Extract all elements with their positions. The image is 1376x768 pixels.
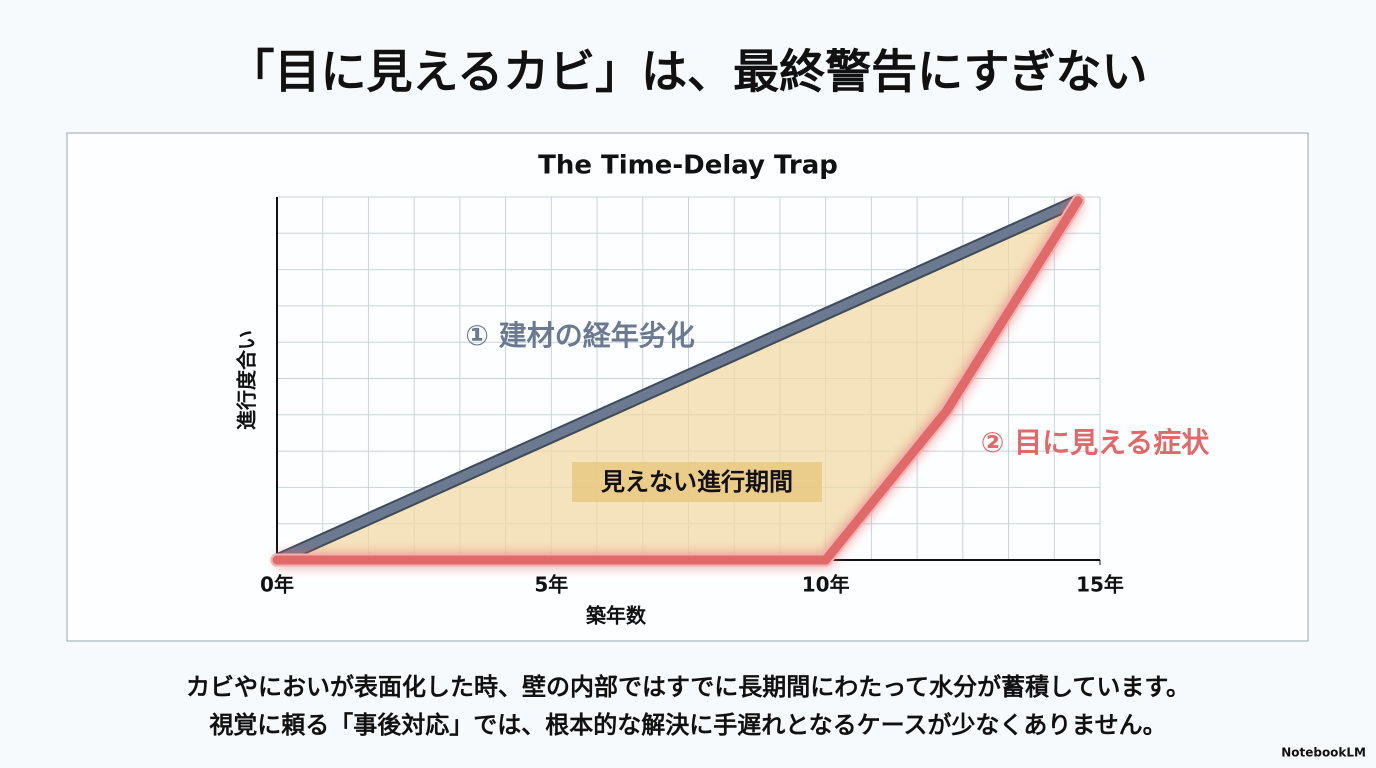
x-tick-label: 15年 [1076,573,1124,597]
series-label: ① 建材の経年劣化 [465,319,694,352]
x-tick-label: 10年 [802,573,850,597]
y-axis-label: 進行度合い [235,330,259,430]
x-axis-label: 築年数 [585,604,647,628]
series-label: ② 目に見える症状 [981,426,1211,459]
x-tick-label: 5年 [534,573,568,597]
brand: NotebookLM [1281,746,1366,760]
slide-title: 「目に見えるカビ」は、最終警告にすぎない [228,45,1147,99]
series-line [272,196,1083,565]
chart-title: The Time-Delay Trap [538,151,838,181]
body-text: 視覚に頼る「事後対応」では、根本的な解決に手遅れとなるケースが少なくありません。 [208,711,1166,739]
annotation: 見えない進行期間 [601,468,793,496]
annotation-box [572,462,822,502]
series-line [272,196,1083,565]
x-tick-label: 0年 [260,573,294,597]
body-text: カビやにおいが表面化した時、壁の内部ではすでに長期間にわたって水分が蓄積していま… [186,673,1190,701]
